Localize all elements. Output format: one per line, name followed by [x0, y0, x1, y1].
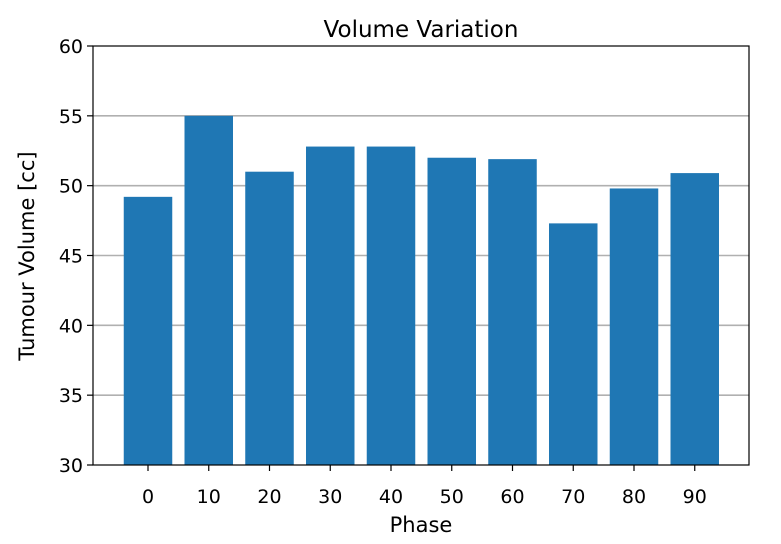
y-axis-label: Tumour Volume [cc] [15, 151, 39, 361]
y-tick-label: 50 [59, 176, 83, 198]
x-tick-label: 90 [683, 486, 707, 508]
bar [488, 159, 537, 465]
bars [123, 115, 719, 465]
y-tick-label: 35 [59, 385, 83, 407]
x-tick-label: 10 [197, 486, 221, 508]
x-tick-label: 60 [500, 486, 524, 508]
bar [427, 157, 476, 465]
bar [123, 196, 173, 465]
x-tick-label: 50 [440, 486, 464, 508]
x-tick-label: 20 [257, 486, 281, 508]
x-tick-label: 0 [142, 486, 154, 508]
y-tick-label: 45 [59, 246, 83, 268]
x-axis-ticks: 0 10 20 30 40 50 60 70 80 90 [142, 465, 707, 508]
bar [184, 115, 233, 465]
y-axis-ticks: 30 35 40 45 50 55 60 [59, 36, 93, 477]
bar [306, 146, 355, 465]
bar [670, 173, 719, 465]
x-axis-label: Phase [390, 513, 453, 537]
bar [245, 171, 294, 465]
bar [609, 188, 659, 465]
y-tick-label: 60 [59, 36, 83, 58]
y-tick-label: 55 [59, 106, 83, 128]
x-tick-label: 70 [561, 486, 585, 508]
y-tick-label: 40 [59, 315, 83, 337]
bar [549, 223, 598, 465]
x-tick-label: 80 [622, 486, 646, 508]
bar [366, 146, 416, 465]
x-tick-label: 30 [318, 486, 342, 508]
chart-title: Volume Variation [324, 17, 519, 43]
y-tick-label: 30 [59, 455, 83, 477]
x-tick-label: 40 [379, 486, 403, 508]
